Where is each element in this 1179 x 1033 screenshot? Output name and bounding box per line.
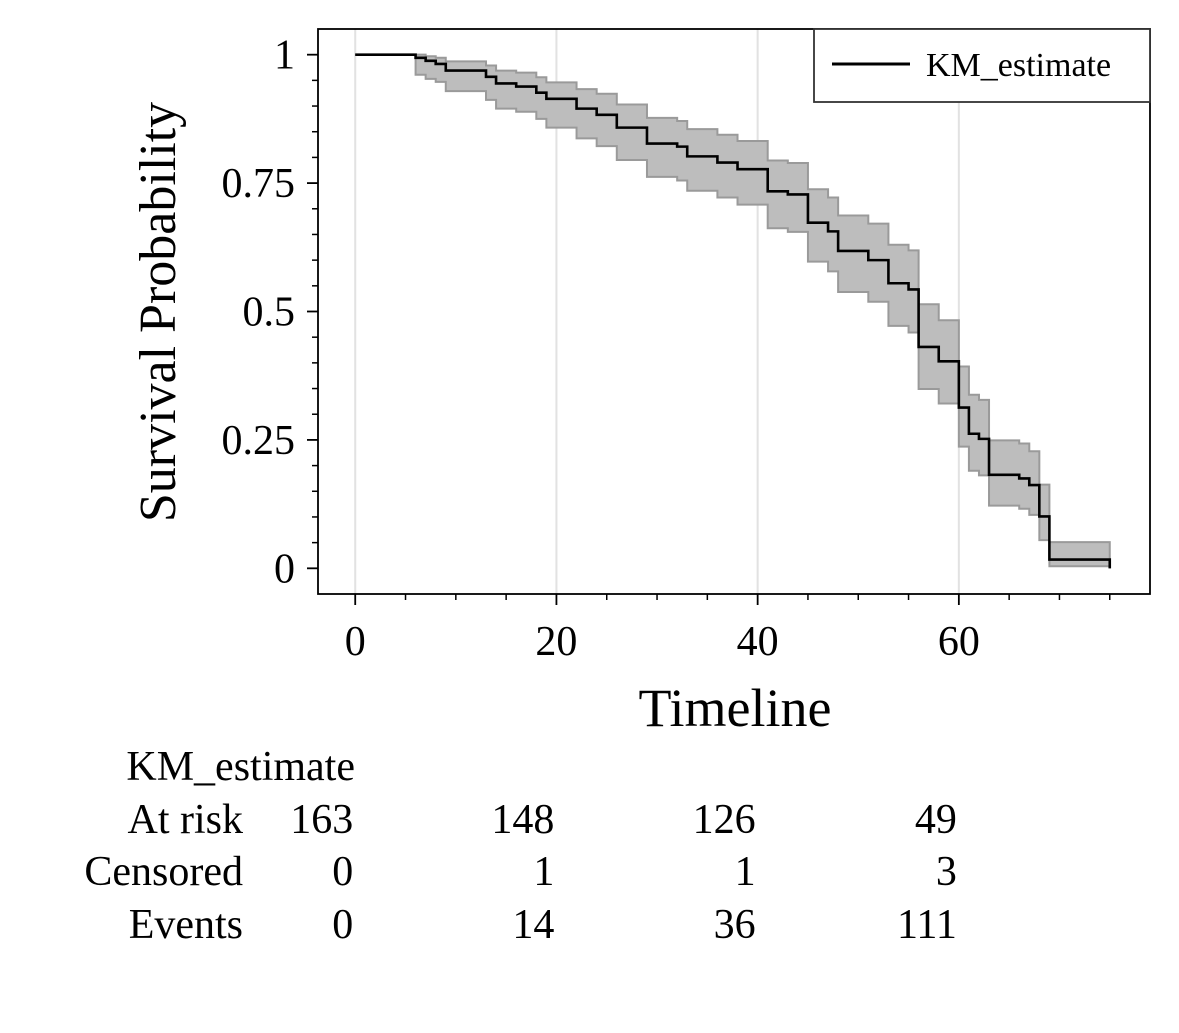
at-risk-cell-0-2: 126 xyxy=(693,797,756,843)
x-axis-label: Timeline xyxy=(638,678,831,738)
y-tick-label-2: 0.5 xyxy=(243,290,296,336)
y-tick-label-1: 0.25 xyxy=(222,418,296,464)
x-tick-label-3: 60 xyxy=(938,619,980,665)
at-risk-cell-1-3: 3 xyxy=(936,849,957,895)
at-risk-cell-2-3: 111 xyxy=(897,902,957,948)
x-tick-label-1: 20 xyxy=(535,619,577,665)
at-risk-row-label-2: Events xyxy=(129,902,243,948)
km-estimate-line xyxy=(355,53,1112,569)
at-risk-cell-1-2: 1 xyxy=(735,849,756,895)
at-risk-row-label-0: At risk xyxy=(128,797,244,843)
confidence-interval-band xyxy=(355,53,1111,569)
at-risk-cell-2-2: 36 xyxy=(714,902,756,948)
at-risk-cell-1-1: 1 xyxy=(533,849,554,895)
at-risk-cell-0-1: 148 xyxy=(491,797,554,843)
at-risk-table-title: KM_estimate xyxy=(126,744,355,790)
y-tick-label-4: 1 xyxy=(274,33,295,79)
legend-label: KM_estimate xyxy=(926,47,1111,84)
at-risk-cell-2-1: 14 xyxy=(512,902,554,948)
at-risk-row-label-1: Censored xyxy=(84,849,243,895)
at-risk-cell-0-3: 49 xyxy=(915,797,957,843)
at-risk-cell-2-0: 0 xyxy=(332,902,353,948)
x-tick-label-2: 40 xyxy=(737,619,779,665)
at-risk-cell-1-0: 0 xyxy=(332,849,353,895)
y-tick-label-3: 0.75 xyxy=(222,161,296,207)
y-tick-label-0: 0 xyxy=(274,546,295,592)
vertical-gridlines xyxy=(354,29,960,594)
legend: KM_estimate xyxy=(813,28,1151,103)
y-axis-ticks: 0 0.25 0.5 0.75 1 xyxy=(222,33,318,592)
at-risk-table: KM_estimate At risk 163 148 126 49 Censored 0 1… xyxy=(84,744,956,948)
x-tick-label-0: 0 xyxy=(345,619,366,665)
at-risk-cell-0-0: 163 xyxy=(290,797,353,843)
y-axis-label: Survival Probability xyxy=(130,102,187,522)
x-axis-ticks: 0 20 40 60 xyxy=(345,594,1111,665)
